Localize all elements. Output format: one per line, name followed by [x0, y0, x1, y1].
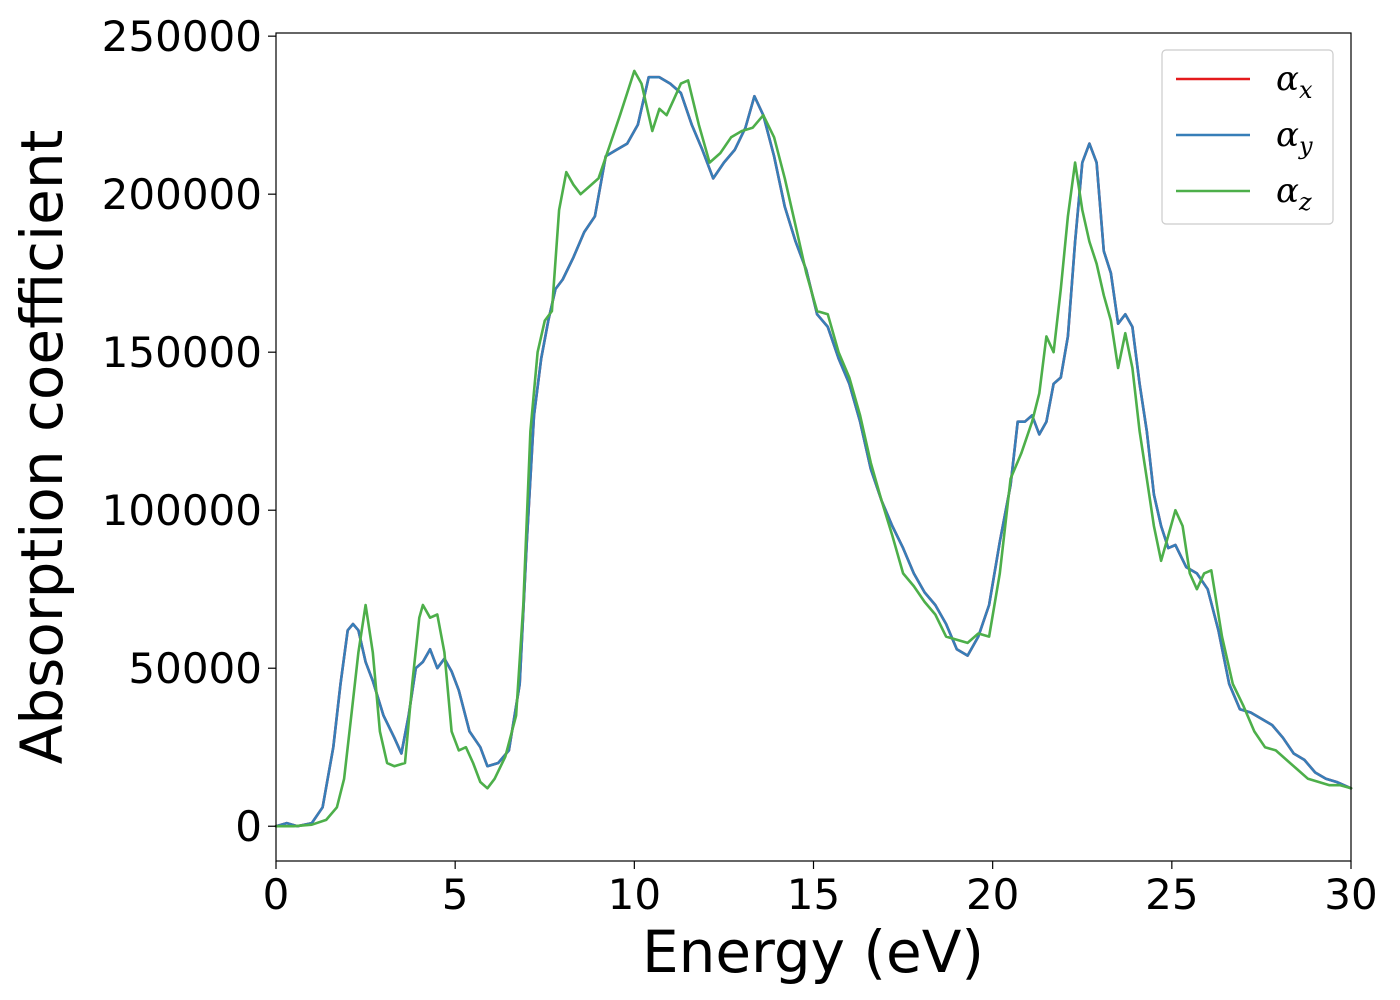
x-tick-label: 20 [966, 870, 1019, 919]
y-axis-label: Absorption coefficient [8, 130, 76, 765]
legend-box [1161, 49, 1334, 225]
legend-label-y: αy [1276, 115, 1313, 160]
x-tick-label: 30 [1324, 870, 1377, 919]
x-axis-label: Energy (eV) [642, 918, 984, 986]
x-tick-label: 5 [442, 870, 469, 919]
y-tick-label: 0 [235, 802, 262, 851]
y-tick-label: 250000 [102, 12, 262, 61]
legend: αx αy αz [1161, 49, 1334, 225]
series-line-z [274, 69, 1353, 828]
x-tick-label: 0 [263, 870, 290, 919]
legend-label-x: αx [1276, 59, 1313, 104]
x-tick-label: 10 [608, 870, 661, 919]
y-tick-label: 200000 [102, 170, 262, 219]
y-tick-label: 150000 [102, 328, 262, 377]
series-layer [274, 69, 1353, 828]
x-axis-ticks: 0 5 10 15 20 25 30 [263, 861, 1378, 919]
legend-entries: αx αy αz [1176, 59, 1313, 216]
legend-label-z: αz [1276, 171, 1312, 216]
x-tick-label: 25 [1145, 870, 1198, 919]
y-tick-label: 50000 [128, 644, 262, 693]
y-axis-ticks: 0 50000 100000 150000 200000 250000 [102, 12, 276, 851]
y-tick-label: 100000 [102, 486, 262, 535]
x-tick-label: 15 [787, 870, 840, 919]
